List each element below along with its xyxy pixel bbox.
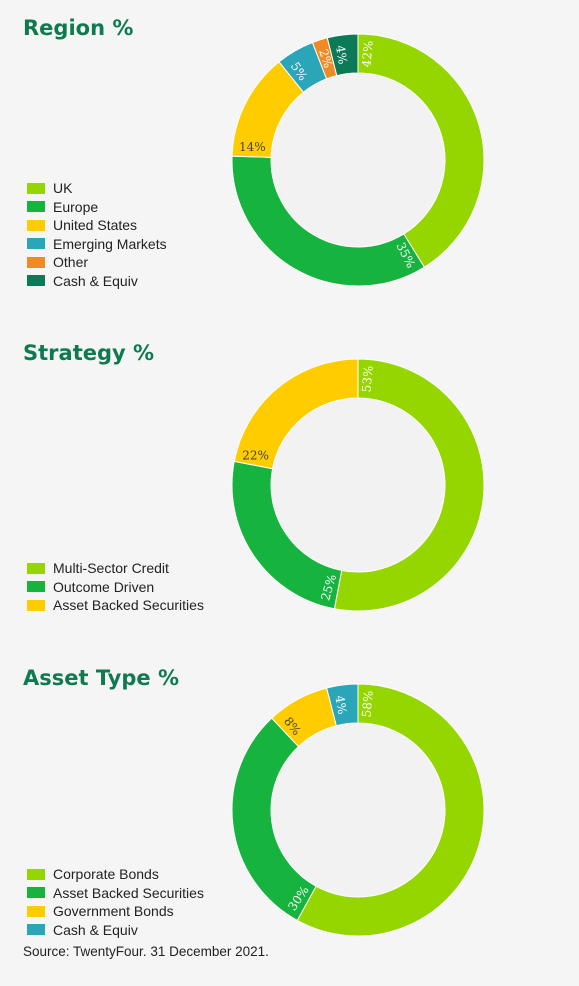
legend-item: United States [27, 216, 167, 235]
legend-label: Outcome Driven [53, 578, 155, 595]
legend-label: Other [53, 254, 89, 271]
legend-label: UK [53, 180, 73, 197]
legend-swatch [27, 275, 45, 287]
donut-slice [233, 358, 359, 470]
legend-item: Cash & Equiv [27, 272, 167, 291]
legend-label: Europe [53, 198, 99, 215]
legend-label: Government Bonds [53, 903, 174, 920]
legend-item: Other [27, 253, 167, 272]
legend-item: Emerging Markets [27, 235, 167, 254]
slice-label: 4% [333, 44, 350, 65]
source-note: Source: TwentyFour. 31 December 2021. [23, 944, 269, 959]
slice-label: 22% [242, 449, 269, 463]
asset-type-panel: Asset Type % 58% 30% 8% 4% Corporate Bonds A… [0, 650, 579, 975]
legend-label: United States [53, 217, 138, 234]
legend-label: Asset Backed Securities [53, 597, 204, 614]
slice-label: 42% [359, 40, 375, 68]
donut-hole [271, 73, 445, 247]
legend: UK Europe United States Emerging Markets Oth… [27, 179, 167, 290]
legend-item: UK [27, 179, 167, 198]
legend-label: Asset Backed Securities [53, 884, 204, 901]
legend-item: Asset Backed Securities [27, 884, 204, 903]
legend: Multi-Sector Credit Outcome Driven Asset B… [27, 559, 204, 615]
donut-hole [271, 723, 445, 897]
donut-hole [271, 398, 445, 572]
legend-swatch [27, 182, 45, 194]
legend-label: Multi-Sector Credit [53, 560, 169, 577]
strategy-panel: Strategy % 53% 25% 22% Multi-Sector Credit… [0, 325, 579, 650]
legend-item: Europe [27, 198, 167, 217]
donut-slice [326, 33, 359, 77]
donut-slice [333, 358, 485, 612]
legend-swatch [27, 887, 45, 899]
legend-item: Asset Backed Securities [27, 596, 204, 615]
legend-swatch [27, 599, 45, 611]
legend-swatch [27, 219, 45, 231]
asset-type-donut: 58%30%8%4% [231, 683, 485, 937]
slice-label: 2% [316, 47, 335, 69]
legend-item: Government Bonds [27, 902, 204, 921]
legend-label: Cash & Equiv [53, 921, 138, 938]
legend-swatch [27, 905, 45, 917]
donut-slice [357, 33, 485, 268]
donut-slice [231, 155, 426, 287]
legend-swatch [27, 581, 45, 593]
legend-swatch [27, 201, 45, 213]
legend-swatch [27, 562, 45, 574]
chart-title: Region % [23, 16, 134, 40]
legend: Corporate Bonds Asset Backed Securities Go… [27, 865, 204, 939]
legend-swatch [27, 868, 45, 880]
legend-label: Cash & Equiv [53, 272, 138, 289]
chart-title: Asset Type % [23, 666, 179, 690]
slice-label: 4% [332, 694, 349, 715]
region-panel: Region % 42% 35% 14% 5% 2% 4% UK Europe United … [0, 0, 579, 325]
legend-swatch [27, 924, 45, 936]
legend-item: Outcome Driven [27, 578, 204, 597]
legend-item: Cash & Equiv [27, 921, 204, 940]
legend-label: Corporate Bonds [53, 866, 159, 883]
legend-item: Multi-Sector Credit [27, 559, 204, 578]
chart-title: Strategy % [23, 341, 155, 365]
slice-label: 14% [239, 140, 266, 154]
donut-slice [326, 683, 359, 727]
strategy-donut: 53%25%22% [231, 358, 485, 612]
legend-swatch [27, 238, 45, 250]
region-donut: 42%35%14%5%2%4% [231, 33, 485, 287]
donut-slice [296, 683, 485, 937]
slice-label: 58% [359, 690, 375, 718]
legend-label: Emerging Markets [53, 235, 167, 252]
legend-swatch [27, 256, 45, 268]
legend-item: Corporate Bonds [27, 865, 204, 884]
slice-label: 53% [359, 365, 375, 393]
